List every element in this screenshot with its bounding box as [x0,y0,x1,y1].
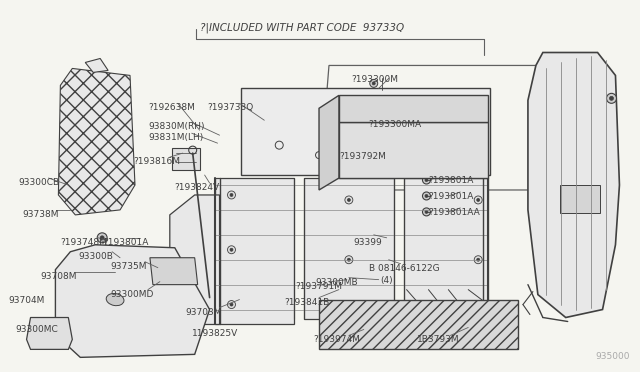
Circle shape [367,106,371,110]
Text: ?192638M: ?192638M [148,103,195,112]
Text: ?193733Q: ?193733Q [207,103,254,112]
Text: 93708M: 93708M [40,272,77,281]
Text: 93704M: 93704M [9,296,45,305]
Circle shape [372,100,381,110]
Text: 93703M: 93703M [186,308,222,317]
Polygon shape [241,89,490,175]
Polygon shape [214,178,294,324]
Circle shape [156,266,164,274]
Circle shape [227,301,236,308]
Text: ?193974M: ?193974M [313,336,360,344]
Circle shape [422,176,431,184]
Circle shape [607,93,616,103]
Circle shape [47,332,50,335]
Text: 1193825V: 1193825V [192,330,238,339]
Bar [172,148,200,170]
Polygon shape [339,95,488,122]
Circle shape [97,233,107,243]
Bar [560,185,600,213]
Text: ?193801A: ?193801A [428,176,474,185]
Circle shape [364,103,374,113]
Text: (4): (4) [381,276,394,285]
Circle shape [477,198,480,202]
Circle shape [64,193,67,196]
Circle shape [425,179,428,182]
Text: ?193300M: ?193300M [351,76,398,84]
Circle shape [457,147,460,150]
Circle shape [425,195,428,198]
Polygon shape [528,52,620,318]
Text: 93738M: 93738M [22,210,59,219]
Polygon shape [339,122,488,178]
Circle shape [227,246,236,254]
Circle shape [477,258,480,261]
Text: ?193801A: ?193801A [103,238,148,247]
Text: ?|INCLUDED WITH PART CODE  93733Q: ?|INCLUDED WITH PART CODE 93733Q [200,23,404,33]
Polygon shape [319,299,518,349]
Circle shape [472,161,480,169]
Circle shape [609,96,614,100]
Polygon shape [58,68,135,215]
Circle shape [100,236,104,240]
Text: ?193791M: ?193791M [295,282,342,291]
Circle shape [474,196,482,204]
Circle shape [230,303,233,306]
Text: ?193801AA: ?193801AA [428,208,480,217]
Text: 935000: 935000 [596,352,630,361]
Text: 93735M: 93735M [110,262,147,271]
Circle shape [425,211,428,214]
Circle shape [230,248,233,251]
Text: 93831M(LH): 93831M(LH) [148,133,203,142]
Text: 93830M(RH): 93830M(RH) [148,122,204,131]
Circle shape [370,79,378,87]
Circle shape [375,103,379,107]
Circle shape [230,193,233,196]
Circle shape [348,198,350,202]
Circle shape [413,113,424,123]
Text: 93399: 93399 [354,238,383,247]
Ellipse shape [106,294,124,306]
Circle shape [62,192,68,198]
Circle shape [372,82,375,85]
Circle shape [422,192,431,200]
Text: ?193824V: ?193824V [175,183,220,192]
Circle shape [345,256,353,264]
Polygon shape [150,258,198,285]
Circle shape [454,144,462,152]
Circle shape [79,205,82,208]
Text: B 08146-6122G: B 08146-6122G [369,264,440,273]
Text: ?193792M: ?193792M [339,152,386,161]
Polygon shape [85,58,108,73]
Text: 93300CB: 93300CB [19,178,60,187]
Text: 93300MB: 93300MB [315,278,358,287]
Text: ?193748M: ?193748M [60,238,108,247]
Text: 93300B: 93300B [78,252,113,261]
Polygon shape [170,195,220,324]
Polygon shape [56,245,209,357]
Polygon shape [404,178,488,314]
Circle shape [417,116,420,120]
Text: ?193816M: ?193816M [133,157,180,166]
Circle shape [348,258,350,261]
Circle shape [345,196,353,204]
Circle shape [176,266,184,274]
Polygon shape [26,318,72,349]
Text: 93300MC: 93300MC [15,326,58,334]
Circle shape [474,256,482,264]
Circle shape [422,208,431,216]
Polygon shape [304,178,394,320]
Text: 1B3793M: 1B3793M [417,336,459,344]
Text: 93300MD: 93300MD [110,290,154,299]
Circle shape [227,191,236,199]
Bar [329,307,510,342]
Text: ?193300MA: ?193300MA [369,120,422,129]
Polygon shape [319,95,339,190]
Text: ?193841B: ?193841B [284,298,330,307]
Text: ?193801A: ?193801A [428,192,474,201]
